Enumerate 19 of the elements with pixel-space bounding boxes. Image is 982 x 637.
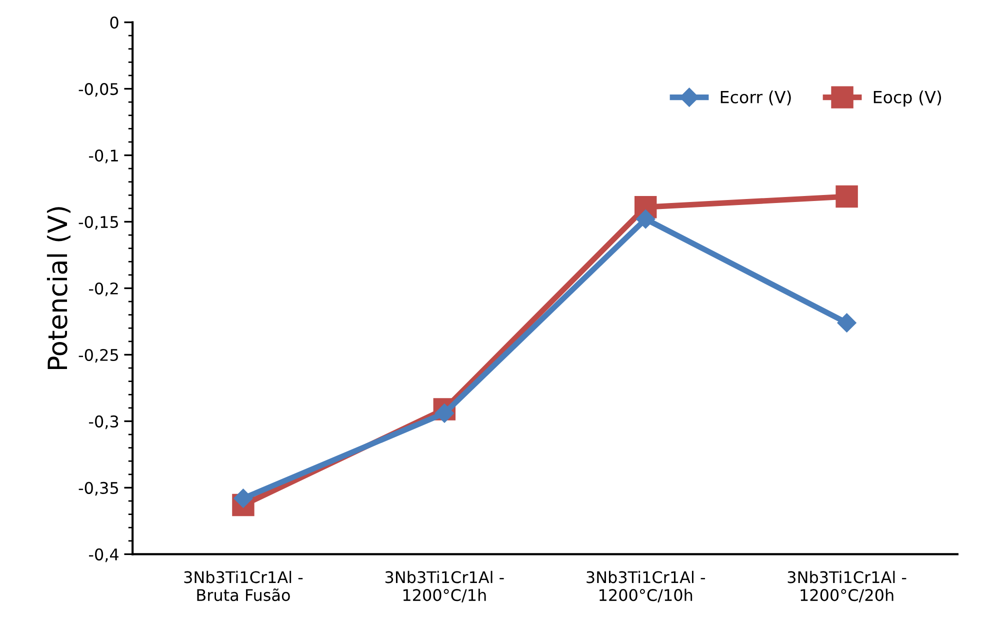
y-tick-label: -0,25 xyxy=(78,348,118,363)
point xyxy=(836,185,858,208)
x-tick-label: 3Nb3Ti1Cr1Al - Bruta Fusão xyxy=(184,570,303,602)
y-tick-label: -0,35 xyxy=(78,482,118,496)
y-tick-label: -0,15 xyxy=(78,216,118,230)
y-tick-label: -0,2 xyxy=(88,282,118,296)
y-tick-label: 0 xyxy=(110,16,118,29)
y-axis-title: Potencial (V) xyxy=(46,207,70,370)
y-tick-label: -0,3 xyxy=(88,415,118,430)
y-tick-label: -0,4 xyxy=(88,548,118,562)
x-tick-label: 3Nb3Ti1Cr1Al - 1200°C/10h xyxy=(586,570,705,602)
legend-label: Eocp (V) xyxy=(874,90,942,107)
legend-label: Ecorr (V) xyxy=(720,90,791,106)
y-tick-label: -0,05 xyxy=(78,82,118,97)
x-tick-label: 3Nb3Ti1Cr1Al - 1200°C/20h xyxy=(788,570,906,602)
y-tick-label: -0,1 xyxy=(88,149,118,164)
x-tick-label: 3Nb3Ti1Cr1Al - 1200°C/1h xyxy=(385,570,504,602)
point xyxy=(636,210,656,229)
point xyxy=(837,313,856,332)
